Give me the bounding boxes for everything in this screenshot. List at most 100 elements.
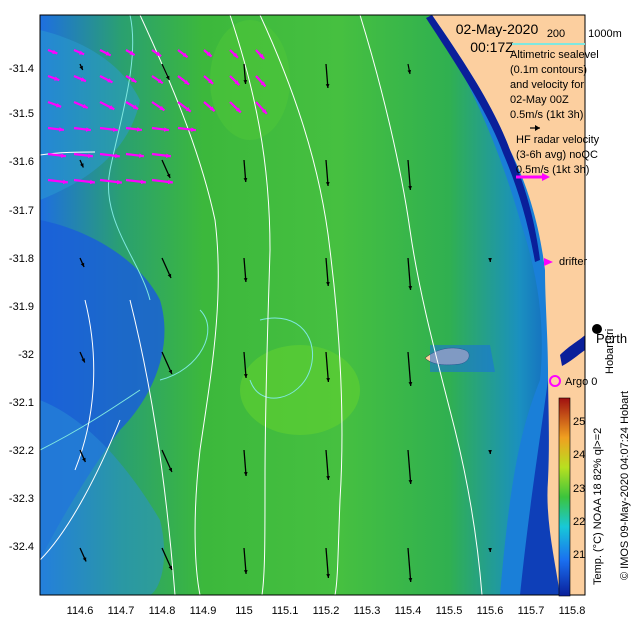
isobath-label-1000: 1000m [588, 28, 622, 40]
x-tick-label: 115 [235, 605, 253, 617]
hf-arrow-head [78, 50, 85, 55]
hf-arrow-head [235, 107, 241, 113]
altimetry-arrow [325, 547, 330, 579]
perth-marker: Perth [592, 324, 627, 346]
altimetry-arrow-head [407, 69, 412, 74]
altimetry-legend-line: Altimetric sealevel [510, 49, 599, 61]
hf-arrow-head [260, 81, 266, 87]
altimetry-arrow-head [408, 381, 413, 386]
drifter-icon [544, 258, 553, 266]
altimetry-arrow-head [243, 177, 248, 182]
altimetry-arrow-head [168, 369, 173, 374]
altimetry-arrow-head [243, 471, 248, 476]
hf-arrow-head [131, 77, 137, 83]
colorbar-tick: 21 [573, 549, 585, 561]
drifter-legend: drifter [544, 256, 587, 268]
y-axis: -31.4 -31.5 -31.6 -31.7 -31.8 -31.9 -32 … [9, 63, 34, 553]
perth-dot-icon [592, 324, 602, 334]
altimetry-arrow-head [243, 277, 248, 282]
hf-arrow-head [58, 127, 64, 132]
altimetry-arrow [407, 351, 412, 387]
colorbar-tick: 24 [573, 449, 585, 461]
altimetry-arrow-head [82, 457, 86, 462]
colorbar: 25 24 23 22 21 Temp. (°C) NOAA 18 82% ql… [558, 397, 604, 597]
altimetry-arrow-head [488, 547, 492, 552]
x-tick-label: 114.8 [149, 605, 176, 617]
x-tick-label: 114.6 [67, 605, 94, 617]
altimetry-arrow [325, 257, 329, 287]
altimetry-arrow [325, 449, 330, 481]
hf-radar-legend: HF radar velocity (3-6h avg) noQC 0.5m/s… [516, 134, 600, 181]
colorbar-tick: 22 [573, 516, 585, 528]
altimetry-arrow-head [243, 79, 248, 84]
altimetry-arrow-head [408, 285, 413, 290]
altimetry-arrow [325, 351, 330, 383]
altimetry-arrow-head [81, 358, 85, 363]
x-tick-label: 115.5 [436, 605, 463, 617]
colorbar-tick: 23 [573, 483, 585, 495]
hf-arrow-head [129, 50, 135, 56]
x-tick-label: 114.7 [108, 605, 135, 617]
altimetry-arrow-head [408, 185, 412, 190]
altimetry-arrow [407, 257, 412, 291]
altimetry-arrow-head [326, 475, 330, 480]
hf-arrow-head [105, 51, 111, 56]
altimetry-arrow-head [326, 573, 330, 578]
hf-arrow-head [112, 127, 118, 132]
altimetry-arrow-head [243, 569, 248, 574]
hf-arrow-head [157, 78, 163, 84]
hf-arrow-head [167, 179, 173, 185]
imos-credit: © IMOS 09-May-2020 04:07:24 Hobart [619, 391, 631, 580]
hf-arrow-head [116, 179, 122, 185]
altimetry-arrow [407, 547, 412, 583]
y-tick-label: -32 [18, 349, 34, 361]
hf-arrow-head [60, 153, 66, 158]
hf-scale-label: 0.5m/s (1kt 3h) [516, 164, 589, 176]
hf-arrow-head [55, 103, 62, 108]
altimetry-arrow [243, 449, 247, 477]
hf-arrow-head [209, 106, 215, 112]
altimetry-legend-line: 02-May 00Z [510, 94, 569, 106]
x-tick-label: 115.4 [395, 605, 422, 617]
y-tick-label: -32.3 [9, 493, 34, 505]
altimetry-velocity-arrows [79, 63, 492, 583]
altimetry-arrow-head [488, 449, 492, 454]
isobath-label-200: 200 [547, 28, 565, 40]
hf-arrow-head [159, 105, 165, 111]
hf-arrow-head [140, 179, 146, 185]
x-tick-label: 115.7 [518, 605, 545, 617]
hf-arrow-head [259, 53, 265, 59]
hf-arrow-head [206, 51, 212, 57]
hf-arrow-head [261, 108, 267, 114]
altimetry-scale-label: 0.5m/s (1kt 3h) [510, 109, 583, 121]
hf-arrow-head [107, 78, 113, 83]
hf-arrow-head [182, 52, 188, 58]
plot-frame [39, 14, 586, 596]
altimetry-arrow-head [488, 257, 492, 262]
hf-arrow-head [87, 153, 93, 158]
altimetry-arrow-head [165, 75, 170, 80]
hf-arrow-head [138, 153, 144, 158]
hf-arrow-head [232, 52, 238, 58]
x-tick-label: 115.3 [354, 605, 381, 617]
altimetry-arrow [243, 547, 247, 575]
altimetry-arrow [161, 449, 173, 473]
y-tick-label: -32.1 [9, 397, 34, 409]
credit-text: Hobart tri [604, 329, 616, 374]
hf-radar-velocity-arrows [47, 48, 268, 185]
x-tick-label: 115.2 [313, 605, 340, 617]
altimetry-arrow [325, 63, 329, 89]
altimetry-arrow [407, 159, 412, 191]
x-axis: 114.6 114.7 114.8 114.9 115 115.1 115.2 … [67, 605, 586, 617]
altimetry-legend-line: and velocity for [510, 79, 584, 91]
altimetry-arrow [161, 351, 173, 375]
x-tick-label: 114.9 [190, 605, 217, 617]
altimetry-legend-line: (0.1m contours) [510, 64, 587, 76]
altimetry-arrow-head [167, 273, 172, 278]
x-tick-label: 115.1 [272, 605, 299, 617]
hf-arrow-head [234, 80, 240, 86]
hf-arrow-head [155, 51, 162, 57]
hf-arrow-head [80, 77, 86, 82]
altimetry-legend: Altimetric sealevel (0.1m contours) and … [510, 49, 599, 131]
hf-arrow-head [85, 127, 91, 132]
